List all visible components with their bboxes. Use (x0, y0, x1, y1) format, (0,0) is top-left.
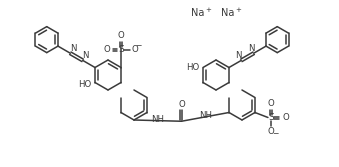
Text: O: O (267, 100, 274, 109)
Text: O: O (267, 126, 274, 135)
Text: S: S (268, 113, 274, 122)
Text: N: N (235, 51, 242, 60)
Text: HO: HO (78, 80, 91, 89)
Text: −: − (272, 129, 278, 138)
Text: N: N (248, 44, 254, 53)
Text: +: + (235, 7, 241, 13)
Text: N: N (70, 44, 76, 53)
Text: −: − (135, 41, 142, 50)
Text: O: O (178, 100, 185, 109)
Text: +: + (205, 7, 211, 13)
Text: O: O (103, 45, 110, 54)
Text: O: O (118, 32, 124, 41)
Text: Na: Na (221, 8, 235, 18)
Text: HO: HO (186, 63, 199, 72)
Text: N: N (82, 51, 89, 60)
Text: O: O (282, 113, 289, 122)
Text: O: O (131, 45, 138, 54)
Text: NH: NH (151, 115, 164, 124)
Text: NH: NH (199, 111, 212, 120)
Text: Na: Na (191, 8, 205, 18)
Text: S: S (118, 45, 124, 54)
